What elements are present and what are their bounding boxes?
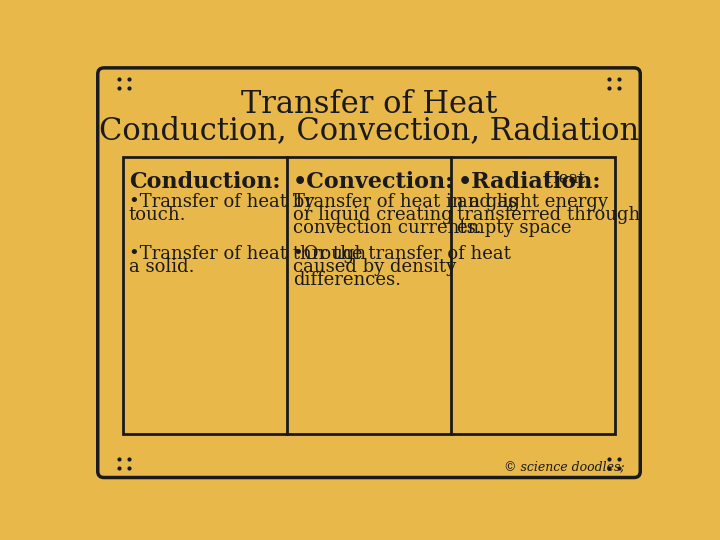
Text: Conduction:: Conduction: (129, 171, 280, 193)
Text: •Transfer of heat through: •Transfer of heat through (129, 245, 366, 263)
Text: © science doodles;: © science doodles; (504, 460, 625, 473)
Text: convection currents.: convection currents. (293, 219, 482, 237)
Text: empty space: empty space (457, 219, 572, 237)
Text: caused by density: caused by density (293, 258, 456, 276)
Text: Conduction, Convection, Radiation: Conduction, Convection, Radiation (99, 115, 639, 146)
Text: and light energy: and light energy (457, 193, 608, 211)
Text: Heat: Heat (544, 170, 585, 186)
Text: •Transfer of heat by: •Transfer of heat by (129, 193, 314, 211)
Text: or liquid creating: or liquid creating (293, 206, 453, 224)
Text: •Convection:: •Convection: (293, 171, 454, 193)
Text: Transfer of heat in a gas: Transfer of heat in a gas (293, 193, 517, 211)
Bar (122, 157, 616, 434)
Text: a solid.: a solid. (129, 258, 194, 276)
Text: touch.: touch. (129, 206, 186, 224)
Text: differences.: differences. (293, 271, 401, 289)
Text: •Or the transfer of heat: •Or the transfer of heat (293, 245, 511, 263)
Text: •Radiation:: •Radiation: (457, 171, 601, 193)
Text: transferred through: transferred through (457, 206, 641, 224)
FancyBboxPatch shape (98, 68, 640, 477)
Text: Transfer of Heat: Transfer of Heat (240, 89, 498, 120)
